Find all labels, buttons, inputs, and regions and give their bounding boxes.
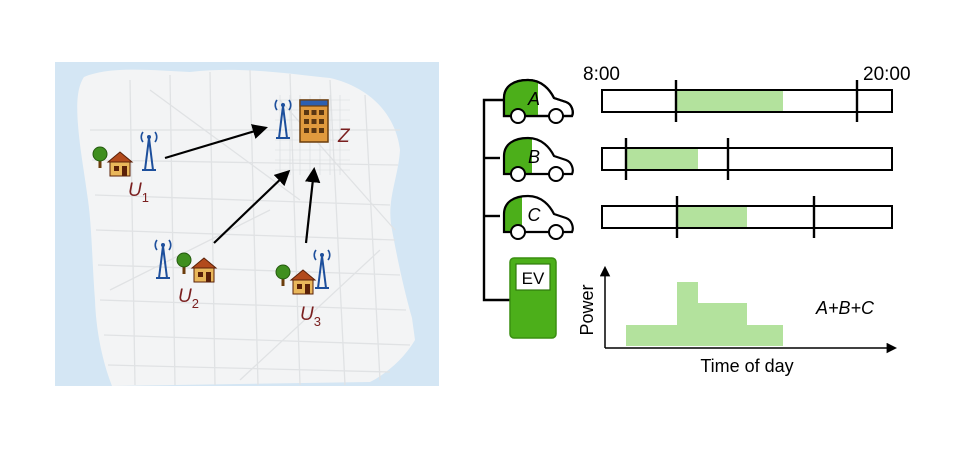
origin-label: U3 <box>300 304 321 329</box>
vehicle-a: A <box>502 78 893 124</box>
city-map: Z U1 <box>55 62 439 386</box>
vehicle-c: C <box>502 194 893 240</box>
car-icon: A <box>502 78 574 124</box>
arrow-u2-to-z <box>213 169 291 244</box>
vehicle-label: B <box>528 147 540 167</box>
station-label: EV <box>522 269 545 288</box>
sum-annotation: A+B+C <box>815 298 875 318</box>
map-streets <box>90 69 411 386</box>
map-land <box>77 69 415 386</box>
aggregate-power-area <box>626 282 783 346</box>
y-axis-label: Power <box>577 284 597 335</box>
house-icon <box>106 151 134 177</box>
house-icon <box>190 257 218 283</box>
power-chart: Power Time of day A+B+C <box>577 265 898 376</box>
car-icon: C <box>502 194 574 240</box>
charge-interval <box>626 149 698 169</box>
charging-schedule: 8:00 20:00 A <box>482 64 911 376</box>
origin-u3: U3 <box>275 249 331 329</box>
charge-interval <box>677 207 747 227</box>
office-building-icon <box>299 99 329 143</box>
tree-icon <box>176 252 192 274</box>
arrow-u1-to-z <box>164 124 268 160</box>
time-end-label: 20:00 <box>863 64 911 85</box>
charging-station-icon: EV <box>509 257 557 339</box>
cell-tower-icon <box>313 249 331 289</box>
origin-u1: U1 <box>92 131 158 205</box>
house-icon <box>289 269 317 295</box>
cell-tower-icon <box>140 131 158 171</box>
x-axis-label: Time of day <box>700 356 793 376</box>
cell-tower-icon <box>154 239 172 279</box>
time-start-label: 8:00 <box>583 64 620 85</box>
destination-label: Z <box>337 126 351 147</box>
vehicle-label: A <box>527 89 540 109</box>
vehicle-b: B <box>502 136 893 182</box>
car-icon: B <box>502 136 574 182</box>
arrow-u3-to-z <box>304 166 321 244</box>
vehicle-label: C <box>528 205 542 225</box>
cell-tower-icon <box>274 99 292 139</box>
origin-label: U1 <box>128 180 149 205</box>
origin-u2: U2 <box>154 239 218 311</box>
charge-interval <box>676 91 783 111</box>
origin-label: U2 <box>178 286 199 311</box>
tree-icon <box>92 146 108 168</box>
tree-icon <box>275 264 291 286</box>
